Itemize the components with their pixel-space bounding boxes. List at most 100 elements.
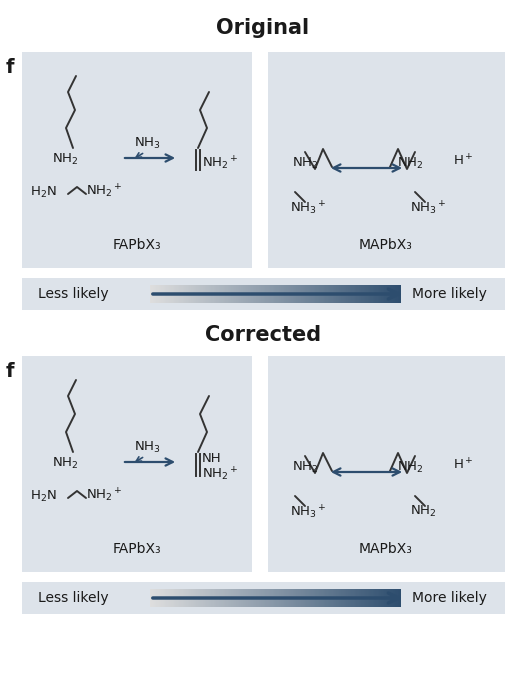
Bar bbox=[334, 589, 336, 607]
Bar bbox=[314, 589, 316, 607]
Bar bbox=[286, 589, 288, 607]
Bar bbox=[272, 285, 274, 303]
Bar bbox=[278, 589, 279, 607]
Bar bbox=[150, 285, 152, 303]
Bar bbox=[208, 285, 209, 303]
Bar bbox=[323, 285, 324, 303]
Bar bbox=[210, 589, 212, 607]
Bar bbox=[22, 582, 505, 614]
Bar bbox=[205, 285, 207, 303]
Bar bbox=[272, 589, 274, 607]
Bar bbox=[384, 285, 385, 303]
Bar bbox=[255, 285, 257, 303]
Bar bbox=[165, 589, 167, 607]
Bar bbox=[158, 285, 159, 303]
Bar bbox=[195, 589, 197, 607]
Text: NH$_2$: NH$_2$ bbox=[292, 460, 318, 475]
Bar bbox=[281, 285, 283, 303]
Bar bbox=[222, 589, 225, 607]
Bar bbox=[22, 278, 505, 310]
Bar bbox=[184, 285, 186, 303]
Bar bbox=[182, 285, 184, 303]
Bar bbox=[256, 589, 258, 607]
Bar bbox=[337, 285, 339, 303]
Bar bbox=[161, 285, 163, 303]
Text: FAPbX₃: FAPbX₃ bbox=[113, 542, 161, 556]
Bar bbox=[376, 285, 378, 303]
Bar bbox=[357, 285, 359, 303]
Bar bbox=[202, 285, 204, 303]
Bar bbox=[347, 285, 349, 303]
Bar bbox=[302, 285, 304, 303]
Bar bbox=[244, 285, 246, 303]
Bar bbox=[305, 285, 307, 303]
Bar bbox=[298, 589, 299, 607]
Text: MAPbX₃: MAPbX₃ bbox=[359, 238, 413, 252]
Bar bbox=[307, 589, 309, 607]
Bar bbox=[150, 589, 152, 607]
Bar bbox=[275, 285, 277, 303]
Bar bbox=[291, 589, 293, 607]
Bar bbox=[262, 285, 264, 303]
Bar bbox=[366, 589, 368, 607]
Bar bbox=[174, 285, 175, 303]
Bar bbox=[337, 589, 339, 607]
Bar bbox=[284, 589, 286, 607]
Bar bbox=[341, 285, 343, 303]
Bar bbox=[161, 589, 163, 607]
Bar bbox=[375, 285, 377, 303]
Bar bbox=[261, 285, 263, 303]
Bar bbox=[339, 589, 340, 607]
Bar bbox=[336, 285, 338, 303]
Bar bbox=[352, 589, 353, 607]
Bar bbox=[179, 285, 181, 303]
Bar bbox=[354, 285, 356, 303]
Bar bbox=[260, 589, 262, 607]
Bar bbox=[258, 589, 259, 607]
Text: NH$_3$$^+$: NH$_3$$^+$ bbox=[410, 200, 446, 217]
Bar bbox=[238, 285, 239, 303]
Bar bbox=[394, 285, 395, 303]
Bar bbox=[179, 589, 181, 607]
Bar bbox=[246, 285, 248, 303]
Bar bbox=[160, 285, 162, 303]
Bar bbox=[307, 285, 309, 303]
Bar bbox=[214, 285, 216, 303]
Bar bbox=[296, 285, 298, 303]
Bar bbox=[229, 589, 230, 607]
Bar bbox=[316, 589, 318, 607]
Bar bbox=[329, 589, 330, 607]
Bar bbox=[242, 285, 244, 303]
Text: More likely: More likely bbox=[412, 287, 487, 301]
Bar bbox=[374, 285, 376, 303]
Bar bbox=[333, 285, 334, 303]
Text: H$_2$N: H$_2$N bbox=[30, 489, 57, 504]
Bar bbox=[315, 589, 317, 607]
Text: NH$_3$: NH$_3$ bbox=[134, 136, 161, 151]
Bar bbox=[375, 589, 377, 607]
Bar bbox=[304, 589, 306, 607]
Bar bbox=[189, 589, 190, 607]
Bar bbox=[376, 589, 378, 607]
Bar bbox=[385, 285, 387, 303]
Bar bbox=[268, 356, 505, 572]
Bar bbox=[195, 285, 197, 303]
Bar bbox=[186, 589, 188, 607]
Bar bbox=[317, 285, 319, 303]
Bar bbox=[216, 285, 218, 303]
Bar bbox=[359, 589, 360, 607]
Bar bbox=[380, 589, 382, 607]
Bar bbox=[300, 589, 302, 607]
Bar bbox=[331, 589, 333, 607]
Bar bbox=[172, 285, 174, 303]
Bar bbox=[259, 589, 260, 607]
Text: Less likely: Less likely bbox=[38, 591, 109, 605]
Bar bbox=[305, 589, 307, 607]
Bar bbox=[309, 285, 310, 303]
Bar bbox=[390, 285, 392, 303]
Bar bbox=[176, 589, 178, 607]
Bar bbox=[399, 589, 401, 607]
Bar bbox=[324, 589, 326, 607]
Bar bbox=[166, 589, 168, 607]
Bar bbox=[349, 589, 350, 607]
